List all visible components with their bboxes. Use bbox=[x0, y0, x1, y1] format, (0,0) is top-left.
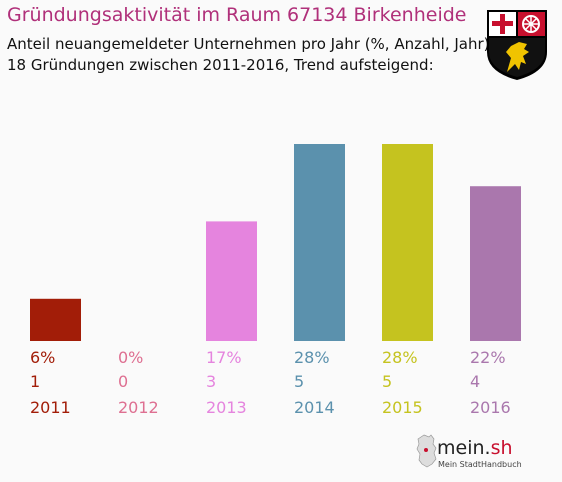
percent-label-2015: 28% bbox=[382, 348, 418, 367]
logo-brand-accent: sh bbox=[490, 437, 513, 459]
year-label-2013: 2013 bbox=[206, 398, 247, 417]
bar-2016 bbox=[470, 186, 521, 341]
germany-map-icon bbox=[416, 434, 437, 468]
logo-tagline: Mein StadtHandbuch bbox=[438, 460, 522, 469]
logo-brand: mein.sh bbox=[437, 437, 513, 459]
year-label-2011: 2011 bbox=[30, 398, 71, 417]
percent-label-2012: 0% bbox=[118, 348, 143, 367]
mein-sh-logo bbox=[416, 430, 528, 474]
count-label-2016: 4 bbox=[470, 372, 480, 391]
percent-label-2011: 6% bbox=[30, 348, 55, 367]
chart-title: Gründungsaktivität im Raum 67134 Birkenh… bbox=[7, 4, 467, 26]
bar-2014 bbox=[294, 144, 345, 341]
count-label-2012: 0 bbox=[118, 372, 128, 391]
percent-label-2016: 22% bbox=[470, 348, 506, 367]
count-label-2014: 5 bbox=[294, 372, 304, 391]
percent-label-2014: 28% bbox=[294, 348, 330, 367]
bar-2011 bbox=[30, 298, 81, 341]
rheinland-pfalz-coat-of-arms-icon bbox=[487, 10, 547, 80]
count-label-2013: 3 bbox=[206, 372, 216, 391]
year-label-2014: 2014 bbox=[294, 398, 335, 417]
percent-label-2013: 17% bbox=[206, 348, 242, 367]
count-label-2015: 5 bbox=[382, 372, 392, 391]
count-label-2011: 1 bbox=[30, 372, 40, 391]
year-label-2012: 2012 bbox=[118, 398, 159, 417]
year-label-2016: 2016 bbox=[470, 398, 511, 417]
bar-2013 bbox=[206, 221, 257, 341]
logo-brand-main: mein. bbox=[437, 437, 491, 459]
chart-subtitle-line-2: 18 Gründungen zwischen 2011-2016, Trend … bbox=[7, 56, 434, 74]
year-label-2015: 2015 bbox=[382, 398, 423, 417]
chart-subtitle-line-1: Anteil neuangemeldeter Unternehmen pro J… bbox=[7, 35, 490, 53]
bar-2015 bbox=[382, 144, 433, 341]
